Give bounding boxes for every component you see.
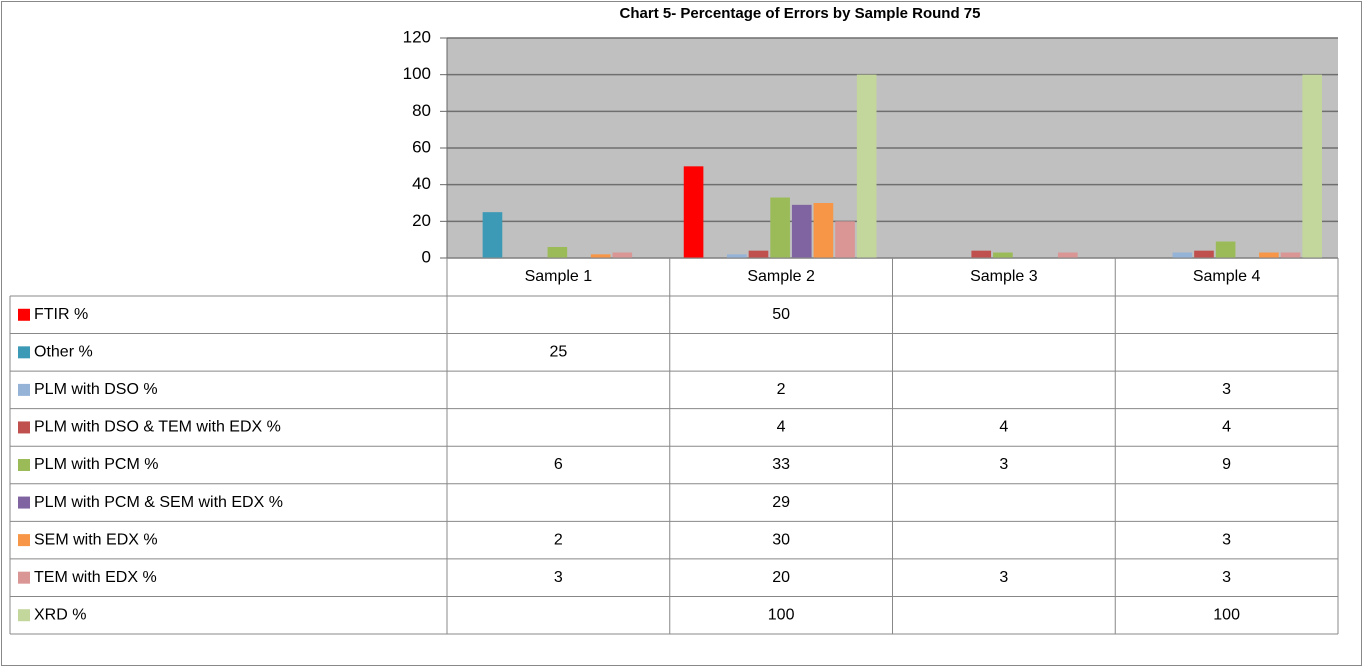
chart-title: Chart 5- Percentage of Errors by Sample … <box>620 5 981 22</box>
bar <box>482 212 503 258</box>
bar <box>1215 241 1236 258</box>
bar <box>683 166 704 258</box>
legend-key <box>18 496 30 509</box>
x-tick-label: Sample 3 <box>970 268 1038 285</box>
x-tick-label: Sample 2 <box>747 268 815 285</box>
table-value: 3 <box>1222 569 1231 586</box>
y-tick-label: 100 <box>403 64 431 83</box>
x-tick-label: Sample 4 <box>1193 268 1261 285</box>
table-value: 2 <box>777 381 786 398</box>
table-value: 25 <box>549 344 567 361</box>
bar <box>1057 252 1078 258</box>
table-value: 29 <box>772 494 790 511</box>
y-tick-label: 20 <box>412 211 431 230</box>
bar <box>1302 74 1322 259</box>
legend-key <box>18 308 30 321</box>
bar <box>791 204 812 258</box>
bar <box>971 250 992 258</box>
y-tick-label: 80 <box>412 101 431 120</box>
table-value: 3 <box>999 456 1008 473</box>
y-tick-label: 40 <box>412 174 431 193</box>
table-value: 3 <box>999 569 1008 586</box>
legend-key <box>18 421 30 434</box>
table-value: 3 <box>1222 531 1231 548</box>
legend-label: SEM with EDX % <box>34 531 158 548</box>
table-value: 4 <box>999 419 1008 436</box>
legend-label: PLM with PCM & SEM with EDX % <box>34 494 283 511</box>
y-tick-label: 120 <box>403 27 431 46</box>
y-tick-label: 60 <box>412 137 431 156</box>
table-value: 20 <box>772 569 790 586</box>
table-value: 100 <box>768 606 795 623</box>
bar <box>748 250 769 258</box>
bar <box>1194 250 1214 258</box>
legend-key <box>18 571 30 584</box>
legend-key <box>18 609 30 622</box>
table-value: 3 <box>554 569 563 586</box>
legend-label: FTIR % <box>34 306 88 323</box>
legend-label: TEM with EDX % <box>34 569 157 586</box>
bar <box>590 254 611 258</box>
legend-key <box>18 346 30 359</box>
legend-label: XRD % <box>34 606 86 623</box>
bar <box>1259 252 1279 258</box>
table-value: 9 <box>1222 456 1231 473</box>
table-value: 4 <box>777 419 786 436</box>
y-tick-label: 0 <box>422 247 431 266</box>
table-value: 4 <box>1222 419 1231 436</box>
bar <box>993 252 1013 258</box>
table-value: 100 <box>1213 606 1240 623</box>
bar <box>612 252 633 258</box>
table-value: 3 <box>1222 381 1231 398</box>
bar <box>547 247 568 258</box>
legend-label: PLM with PCM % <box>34 456 158 473</box>
legend-label: PLM with DSO % <box>34 381 158 398</box>
bar <box>1172 252 1193 258</box>
table-value: 33 <box>772 456 790 473</box>
legend-key <box>18 383 30 396</box>
bar <box>770 197 790 258</box>
bar <box>727 254 747 258</box>
bar <box>835 221 855 258</box>
bar <box>813 203 834 258</box>
bar <box>856 74 877 259</box>
x-tick-label: Sample 1 <box>525 268 593 285</box>
bar <box>1280 252 1301 258</box>
table-value: 50 <box>772 306 790 323</box>
legend-key <box>18 534 30 547</box>
legend-key <box>18 459 30 471</box>
table-value: 6 <box>554 456 563 473</box>
legend-label: Other % <box>34 344 93 361</box>
legend-label: PLM with DSO & TEM with EDX % <box>34 419 281 436</box>
table-value: 2 <box>554 531 563 548</box>
table-value: 30 <box>772 531 790 548</box>
